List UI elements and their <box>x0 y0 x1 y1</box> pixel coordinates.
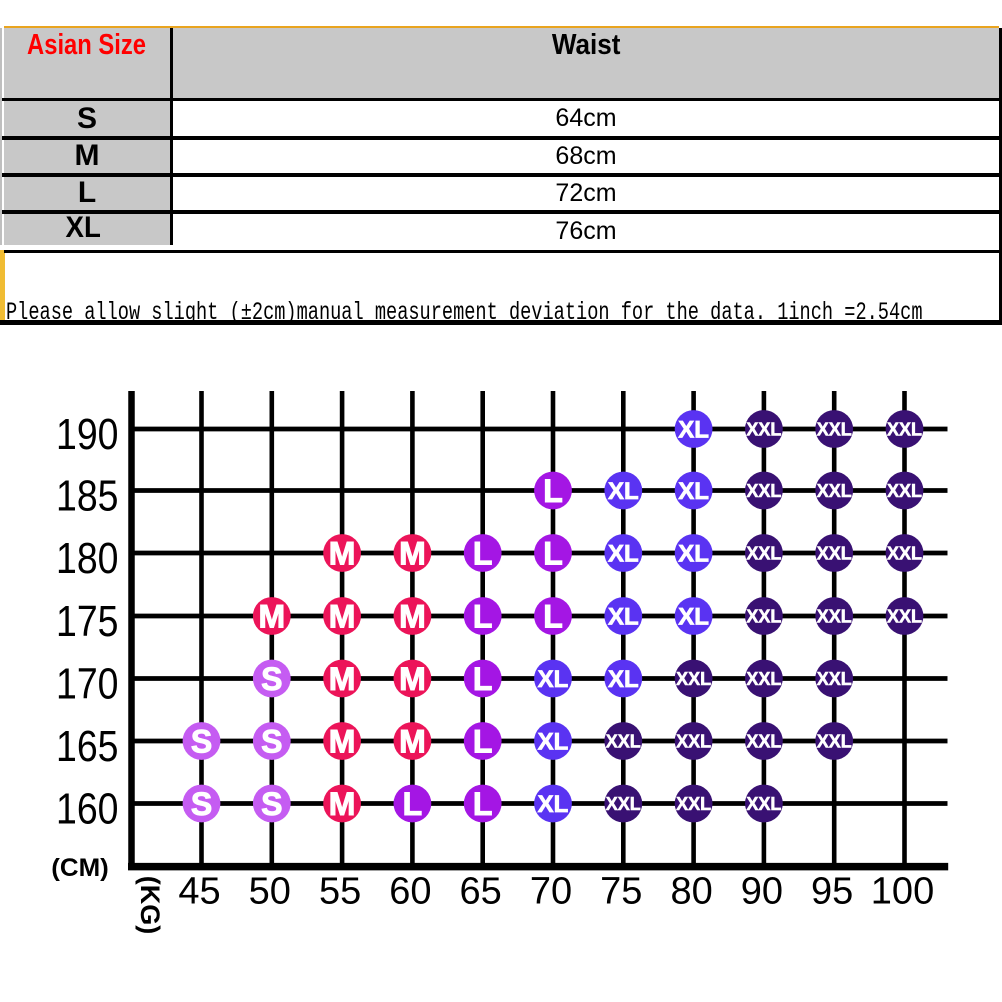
svg-text:XL: XL <box>608 666 639 693</box>
svg-text:L: L <box>473 786 493 822</box>
svg-text:60: 60 <box>389 871 431 913</box>
svg-text:XL: XL <box>538 666 569 693</box>
svg-text:L: L <box>403 786 423 822</box>
svg-text:L: L <box>473 724 493 760</box>
svg-text:S: S <box>191 786 212 822</box>
svg-text:L: L <box>473 661 493 697</box>
svg-text:70: 70 <box>530 871 572 913</box>
svg-text:XL: XL <box>678 417 709 444</box>
svg-text:M: M <box>329 599 356 635</box>
svg-text:XL: XL <box>608 478 639 505</box>
svg-text:M: M <box>399 724 426 760</box>
svg-text:190: 190 <box>56 410 119 459</box>
svg-text:XXL: XXL <box>887 419 922 439</box>
svg-text:M: M <box>399 599 426 635</box>
svg-text:XXL: XXL <box>817 419 852 439</box>
svg-text:L: L <box>473 536 493 572</box>
svg-text:XXL: XXL <box>746 543 781 563</box>
svg-text:S: S <box>261 786 282 822</box>
svg-text:50: 50 <box>249 871 291 913</box>
svg-text:(KG): (KG) <box>135 876 165 934</box>
svg-text:XL: XL <box>538 791 569 818</box>
svg-text:XXL: XXL <box>676 731 711 751</box>
svg-text:XXL: XXL <box>817 669 852 689</box>
svg-text:55: 55 <box>319 871 361 913</box>
svg-text:(CM): (CM) <box>51 854 109 882</box>
svg-text:XL: XL <box>608 541 639 568</box>
svg-text:XXL: XXL <box>676 669 711 689</box>
svg-text:XXL: XXL <box>817 481 852 501</box>
svg-text:XXL: XXL <box>746 794 781 814</box>
svg-text:XL: XL <box>678 604 709 631</box>
svg-text:XXL: XXL <box>676 794 711 814</box>
svg-text:XXL: XXL <box>746 419 781 439</box>
svg-text:XXL: XXL <box>746 731 781 751</box>
svg-text:M: M <box>329 724 356 760</box>
svg-text:M: M <box>329 786 356 822</box>
svg-text:175: 175 <box>56 597 119 646</box>
svg-text:XXL: XXL <box>817 606 852 626</box>
svg-text:L: L <box>543 599 563 635</box>
svg-text:XXL: XXL <box>887 606 922 626</box>
svg-text:XXL: XXL <box>887 543 922 563</box>
svg-text:90: 90 <box>741 871 783 913</box>
svg-text:M: M <box>258 599 285 635</box>
svg-text:XXL: XXL <box>746 481 781 501</box>
svg-text:S: S <box>191 724 212 760</box>
svg-text:XXL: XXL <box>746 669 781 689</box>
svg-text:XXL: XXL <box>887 481 922 501</box>
svg-text:45: 45 <box>178 871 220 913</box>
svg-text:XL: XL <box>678 541 709 568</box>
svg-text:80: 80 <box>670 871 712 913</box>
svg-text:L: L <box>543 536 563 572</box>
svg-text:M: M <box>329 536 356 572</box>
svg-text:160: 160 <box>56 785 119 834</box>
svg-text:S: S <box>261 724 282 760</box>
svg-text:180: 180 <box>56 534 119 583</box>
svg-text:M: M <box>329 661 356 697</box>
svg-text:XL: XL <box>678 478 709 505</box>
svg-text:L: L <box>543 473 563 509</box>
svg-text:S: S <box>261 661 282 697</box>
svg-text:XXL: XXL <box>746 606 781 626</box>
svg-text:XXL: XXL <box>606 794 641 814</box>
svg-text:100: 100 <box>871 871 934 913</box>
svg-text:75: 75 <box>600 871 642 913</box>
svg-text:M: M <box>399 661 426 697</box>
svg-text:XL: XL <box>608 604 639 631</box>
svg-text:XXL: XXL <box>606 731 641 751</box>
svg-text:95: 95 <box>811 871 853 913</box>
svg-text:165: 165 <box>56 722 119 771</box>
svg-text:65: 65 <box>460 871 502 913</box>
svg-text:185: 185 <box>56 472 119 521</box>
svg-text:M: M <box>399 536 426 572</box>
svg-text:XXL: XXL <box>817 731 852 751</box>
svg-text:XL: XL <box>538 729 569 756</box>
svg-text:170: 170 <box>56 660 119 709</box>
svg-text:XXL: XXL <box>817 543 852 563</box>
svg-text:L: L <box>473 599 493 635</box>
